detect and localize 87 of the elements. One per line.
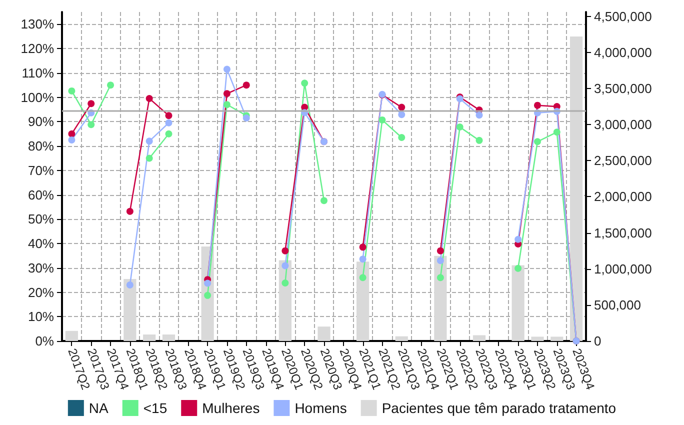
y-tick-label: 40% xyxy=(28,236,54,252)
y2-tick-label: 1,000,000 xyxy=(594,261,652,276)
point xyxy=(378,116,386,124)
point xyxy=(242,114,250,122)
y2-tick-label: 3,500,000 xyxy=(594,80,652,96)
y-tick-label: 10% xyxy=(28,309,54,324)
point xyxy=(107,82,114,89)
bar xyxy=(124,278,136,341)
point xyxy=(514,264,522,272)
y2-tick-label: 4,500,000 xyxy=(594,8,652,24)
point xyxy=(553,128,560,136)
point xyxy=(398,111,406,118)
point xyxy=(223,101,230,108)
point xyxy=(146,138,153,145)
bar xyxy=(162,334,176,341)
point xyxy=(534,102,541,109)
bar xyxy=(356,262,370,341)
bar xyxy=(512,265,524,341)
y-tick-label: 80% xyxy=(28,138,54,154)
bar xyxy=(472,335,486,341)
y-tick-label: 100% xyxy=(20,90,54,105)
point xyxy=(68,130,76,138)
bar xyxy=(434,256,447,341)
point xyxy=(68,87,76,94)
point xyxy=(514,236,522,243)
y2-tick-label: 1,500,000 xyxy=(594,225,652,240)
bar xyxy=(550,336,564,341)
point xyxy=(398,104,406,111)
point xyxy=(456,124,464,131)
y2-tick-label: 2,000,000 xyxy=(594,189,652,204)
y-tick-label: 60% xyxy=(28,187,54,202)
bar xyxy=(143,334,156,341)
point xyxy=(204,280,212,287)
point xyxy=(88,100,95,108)
point xyxy=(282,247,289,254)
y-tick-label: 50% xyxy=(28,212,54,227)
y-tick-label: 20% xyxy=(28,284,54,300)
point xyxy=(359,256,366,263)
point xyxy=(68,136,76,144)
point xyxy=(146,95,153,102)
y-tick-label: 70% xyxy=(28,162,54,178)
y-tick-label: 110% xyxy=(22,65,54,80)
point xyxy=(436,257,444,264)
y-tick-label: 120% xyxy=(20,41,54,56)
y-tick-label: 130% xyxy=(20,16,54,32)
legend-label: NA xyxy=(88,400,110,416)
bar xyxy=(278,260,292,341)
y2-tick-label: 2,500,000 xyxy=(594,153,652,168)
legend-label: Homens xyxy=(294,400,347,416)
legend-label: Pacientes que têm parado tratamento xyxy=(382,400,616,416)
y2-tick-label: 4,000,000 xyxy=(594,44,652,60)
point xyxy=(126,281,134,288)
point xyxy=(359,244,366,251)
legend-label: Mulheres xyxy=(202,400,260,416)
point xyxy=(223,66,230,73)
y-tick-label: 90% xyxy=(28,114,54,130)
bar xyxy=(531,336,544,341)
point xyxy=(436,247,444,254)
bar xyxy=(65,330,78,341)
point xyxy=(165,112,172,120)
y2-tick-label: 500,000 xyxy=(594,297,641,312)
point xyxy=(165,119,172,126)
point xyxy=(204,292,212,299)
bar xyxy=(318,326,330,341)
legend-label: <15 xyxy=(143,400,168,416)
point xyxy=(320,197,328,204)
point xyxy=(398,134,406,142)
point xyxy=(301,80,308,87)
bar xyxy=(395,336,408,341)
point xyxy=(165,130,172,138)
y-tick-label: 0% xyxy=(35,334,54,348)
y2-tick-label: 3,000,000 xyxy=(594,117,652,132)
point xyxy=(146,154,153,162)
point xyxy=(88,121,95,128)
y2-tick-label: 0 xyxy=(594,334,602,348)
point xyxy=(282,262,289,270)
y-tick-label: 30% xyxy=(28,260,54,276)
point xyxy=(126,208,134,215)
point xyxy=(476,136,483,144)
point xyxy=(534,138,541,146)
point xyxy=(476,112,483,119)
point xyxy=(242,82,250,89)
point xyxy=(436,274,444,282)
bar xyxy=(570,36,583,341)
point xyxy=(223,90,230,98)
point xyxy=(359,274,366,282)
point xyxy=(282,280,289,286)
